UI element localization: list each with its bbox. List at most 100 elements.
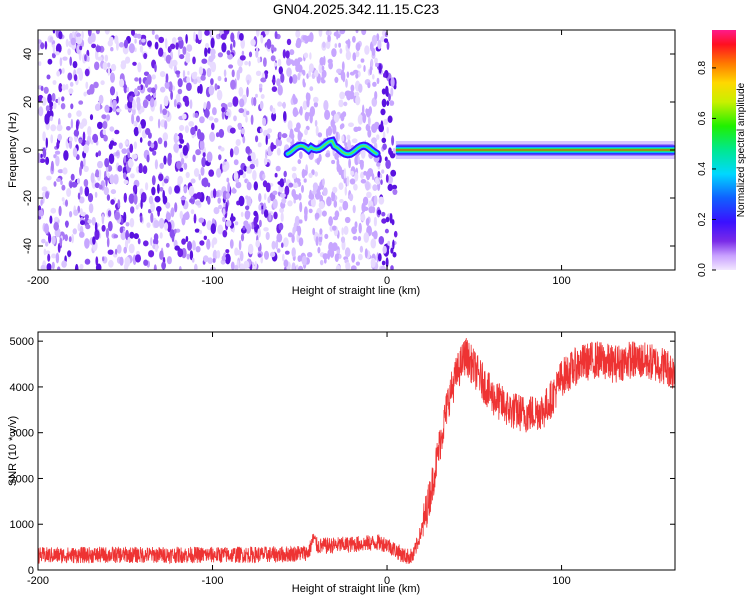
noise-blob bbox=[138, 163, 143, 173]
noise-blob bbox=[220, 147, 225, 152]
noise-blob bbox=[208, 55, 214, 63]
noise-blob bbox=[227, 102, 233, 108]
noise-blob bbox=[132, 99, 136, 111]
noise-blob bbox=[66, 126, 71, 131]
noise-blob bbox=[73, 209, 79, 216]
spectrogram-x-tick-label: -200 bbox=[27, 275, 49, 287]
noise-blob bbox=[101, 224, 106, 232]
noise-blob bbox=[218, 128, 225, 138]
spectrogram-x-tick-label: 0 bbox=[384, 275, 390, 287]
noise-blob bbox=[169, 229, 176, 239]
noise-blob bbox=[282, 49, 286, 59]
noise-blob bbox=[253, 97, 257, 107]
noise-blob bbox=[217, 75, 222, 82]
noise-blob bbox=[52, 80, 57, 85]
noise-blob bbox=[84, 258, 91, 265]
noise-blob bbox=[386, 126, 389, 134]
noise-blob bbox=[386, 41, 390, 50]
noise-blob bbox=[131, 30, 135, 36]
noise-blob bbox=[110, 72, 115, 83]
noise-blob bbox=[142, 99, 149, 109]
noise-blob bbox=[108, 153, 115, 165]
noise-blob bbox=[70, 103, 74, 110]
noise-blob bbox=[106, 237, 110, 248]
noise-blob bbox=[163, 140, 168, 148]
noise-blob bbox=[224, 253, 231, 265]
noise-blob bbox=[204, 108, 210, 118]
noise-blob bbox=[76, 36, 83, 45]
noise-blob bbox=[318, 30, 322, 36]
noise-blob bbox=[141, 38, 146, 43]
noise-blob bbox=[248, 51, 253, 58]
noise-blob bbox=[230, 261, 235, 270]
noise-blob bbox=[301, 169, 308, 176]
noise-blob bbox=[383, 38, 389, 43]
noise-blob bbox=[321, 210, 327, 217]
noise-blob bbox=[164, 120, 168, 130]
noise-blob bbox=[138, 77, 142, 85]
noise-blob bbox=[389, 213, 393, 224]
noise-blob bbox=[263, 57, 267, 67]
noise-blob bbox=[68, 88, 74, 94]
noise-blob bbox=[151, 30, 155, 35]
noise-blob bbox=[259, 219, 262, 228]
noise-blob bbox=[208, 116, 214, 121]
snr-x-label: Height of straight line (km) bbox=[292, 583, 420, 595]
noise-blob bbox=[365, 170, 371, 181]
noise-blob bbox=[95, 30, 100, 35]
noise-blob bbox=[148, 250, 155, 258]
noise-blob bbox=[302, 70, 306, 76]
noise-blob bbox=[210, 48, 216, 56]
wobbly-band-inner bbox=[286, 140, 378, 156]
noise-blob bbox=[236, 69, 240, 81]
noise-blob bbox=[262, 173, 266, 180]
noise-blob bbox=[121, 148, 128, 155]
noise-blob bbox=[194, 112, 199, 119]
noise-blob bbox=[183, 162, 188, 170]
noise-blob bbox=[271, 86, 278, 92]
noise-blob bbox=[57, 242, 61, 253]
noise-blob bbox=[157, 118, 161, 129]
noise-blob bbox=[190, 209, 195, 215]
noise-blob bbox=[366, 191, 372, 198]
noise-blob bbox=[225, 202, 228, 213]
noise-blob bbox=[338, 100, 344, 108]
noise-blob bbox=[159, 187, 164, 192]
noise-blob bbox=[386, 90, 389, 97]
noise-blob bbox=[343, 101, 348, 107]
noise-blob bbox=[258, 204, 262, 211]
snr-y-label: SNR (10 * v/v) bbox=[7, 416, 19, 486]
noise-blob bbox=[232, 187, 236, 194]
noise-blob bbox=[199, 116, 205, 124]
noise-blob bbox=[308, 172, 313, 178]
noise-blob bbox=[311, 190, 317, 195]
noise-blob bbox=[350, 265, 357, 270]
noise-blob bbox=[382, 131, 386, 140]
noise-blob bbox=[65, 83, 69, 90]
noise-blob bbox=[192, 112, 196, 118]
noise-blob bbox=[171, 59, 178, 67]
noise-blob bbox=[386, 100, 390, 107]
noise-blob bbox=[56, 70, 61, 77]
noise-blob bbox=[127, 236, 131, 244]
noise-blob bbox=[210, 37, 215, 49]
noise-blob bbox=[318, 201, 325, 210]
noise-blob bbox=[341, 135, 345, 142]
noise-blob bbox=[360, 213, 366, 222]
noise-blob bbox=[221, 110, 225, 120]
noise-blob bbox=[55, 155, 60, 167]
noise-blob bbox=[157, 183, 160, 194]
noise-blob bbox=[53, 221, 59, 231]
noise-blob bbox=[68, 136, 73, 143]
noise-blob bbox=[384, 228, 389, 234]
noise-blob bbox=[297, 64, 303, 73]
noise-blob bbox=[167, 221, 172, 233]
noise-blob bbox=[242, 172, 247, 179]
noise-blob bbox=[50, 207, 57, 214]
noise-blob bbox=[322, 187, 328, 196]
noise-blob bbox=[281, 197, 287, 204]
noise-blob bbox=[191, 257, 195, 263]
noise-blob bbox=[278, 131, 282, 138]
noise-blobs bbox=[38, 30, 398, 270]
noise-blob bbox=[109, 126, 115, 132]
